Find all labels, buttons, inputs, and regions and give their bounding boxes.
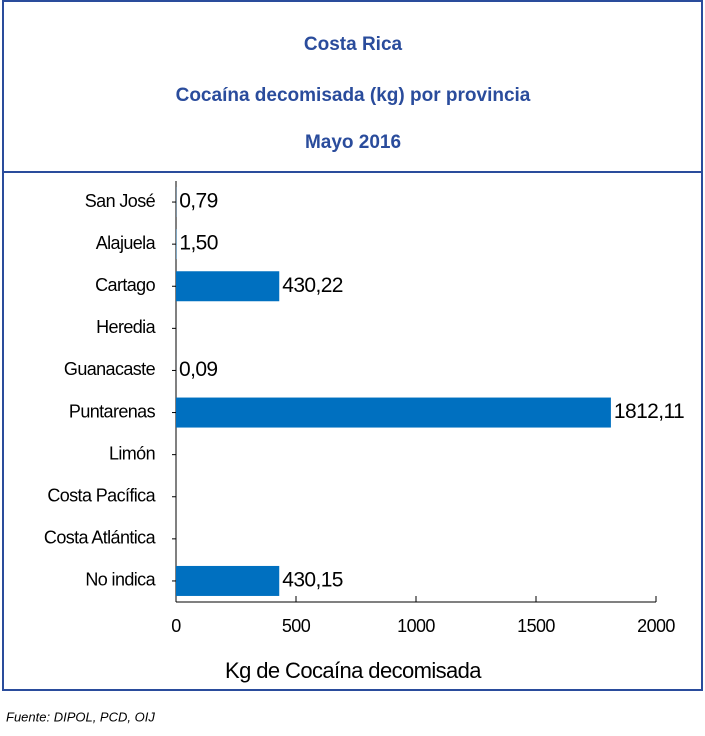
- y-tick-label: No indica: [85, 570, 156, 590]
- source: Fuente: DIPOL, PCD, OIJ: [6, 709, 155, 724]
- x-tick-label: 0: [171, 616, 181, 636]
- bar: [176, 271, 280, 302]
- data-label: 1812,11: [614, 400, 684, 423]
- data-label: 1,50: [179, 232, 217, 255]
- data-label: 0,79: [179, 190, 217, 213]
- frame: [2, 0, 703, 691]
- y-tick-label: San José: [85, 191, 156, 211]
- x-axis-label: Kg de Cocaína decomisada: [225, 658, 482, 683]
- y-tick-label: Costa Pacífica: [47, 486, 156, 506]
- x-tick-label: 1000: [397, 616, 435, 636]
- data-label: 430,22: [282, 274, 343, 297]
- bar: [176, 565, 280, 596]
- x-tick-label: 500: [282, 616, 311, 636]
- x-tick-label: 2000: [637, 616, 675, 636]
- y-tick-label: Alajuela: [96, 233, 157, 253]
- chart-subtitle: Cocaína decomisada (kg) por provincia: [176, 85, 531, 106]
- chart-title: Costa Rica: [304, 34, 403, 55]
- y-tick-label: Costa Atlántica: [44, 528, 157, 548]
- x-tick-label: 1500: [517, 616, 555, 636]
- y-tick-label: Guanacaste: [64, 359, 156, 379]
- y-tick-label: Heredia: [96, 317, 156, 337]
- y-tick-label: Limón: [109, 443, 155, 463]
- y-tick-label: Cartago: [95, 275, 155, 295]
- data-label: 430,15: [282, 568, 343, 591]
- y-tick-label: Puntarenas: [69, 401, 156, 421]
- data-label: 0,09: [179, 358, 217, 381]
- chart-period: Mayo 2016: [305, 132, 401, 153]
- bar: [176, 397, 611, 428]
